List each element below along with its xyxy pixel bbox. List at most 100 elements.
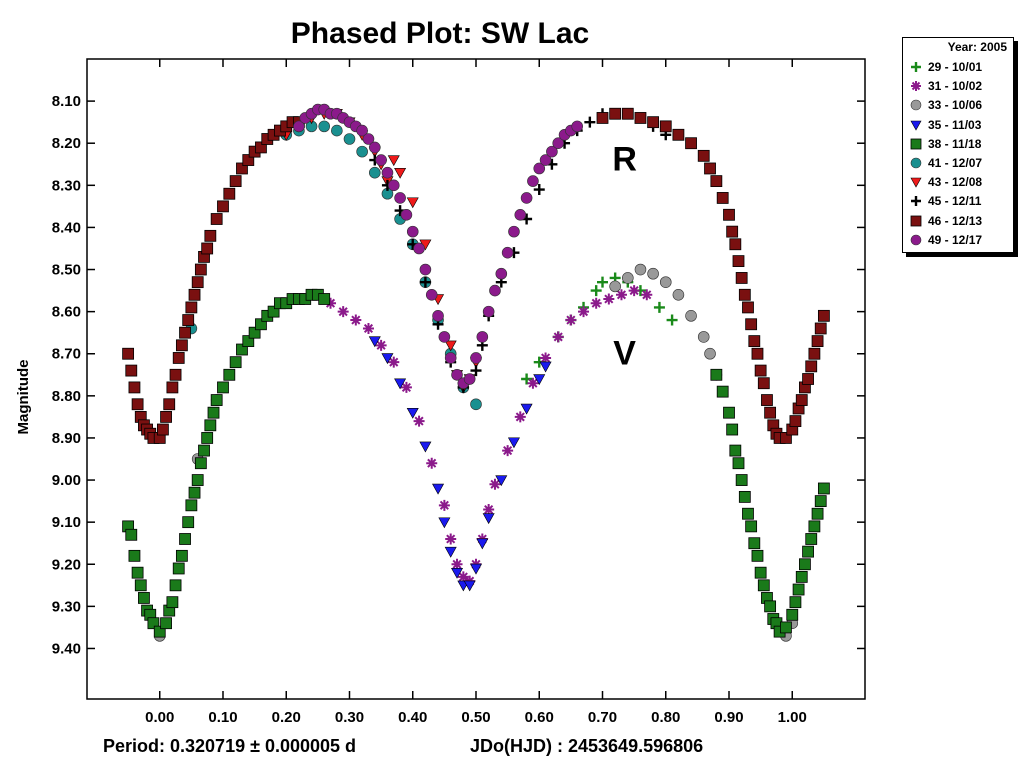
axis-ticks: 0.00 0.10 0.20 0.30 0.40 0.50 0.60 0.70 0.80 0.90… bbox=[52, 59, 865, 726]
data-point bbox=[590, 285, 602, 297]
data-point bbox=[754, 566, 767, 579]
data-point bbox=[413, 242, 425, 255]
triangle-down-marker-icon bbox=[910, 120, 922, 131]
legend-label: 45 - 12/11 bbox=[928, 194, 982, 209]
data-point bbox=[400, 381, 412, 393]
data-point bbox=[520, 403, 533, 415]
x-tick-label: 0.20 bbox=[272, 709, 301, 726]
data-point bbox=[565, 314, 577, 326]
data-point bbox=[210, 394, 223, 406]
y-tick-label: 9.40 bbox=[52, 640, 81, 657]
x-tick-label: 0.70 bbox=[588, 709, 617, 726]
data-point bbox=[482, 513, 495, 525]
x-tick-label: 0.50 bbox=[461, 709, 490, 726]
legend-label: 43 - 12/08 bbox=[928, 175, 983, 190]
data-point bbox=[789, 596, 802, 609]
data-point bbox=[609, 107, 622, 120]
data-point bbox=[381, 353, 394, 365]
period-label: Period: 0.320719 ± 0.000005 d bbox=[103, 736, 357, 756]
band-label-R: R bbox=[612, 141, 637, 179]
data-point bbox=[476, 331, 489, 343]
data-point bbox=[757, 579, 770, 592]
data-point bbox=[204, 419, 217, 432]
data-point bbox=[735, 474, 748, 486]
legend-label: 49 - 12/17 bbox=[928, 232, 983, 247]
data-point bbox=[597, 276, 609, 288]
data-point bbox=[147, 617, 160, 630]
data-point bbox=[808, 347, 821, 360]
data-point bbox=[817, 482, 830, 495]
data-point bbox=[198, 444, 210, 457]
data-point bbox=[356, 124, 368, 137]
x-tick-label: 0.30 bbox=[335, 709, 364, 726]
data-point bbox=[445, 533, 457, 545]
data-point bbox=[738, 288, 751, 301]
data-point bbox=[745, 318, 758, 331]
data-point bbox=[697, 149, 710, 162]
data-point bbox=[362, 133, 375, 145]
data-point bbox=[802, 373, 814, 385]
data-point bbox=[375, 154, 387, 166]
data-point bbox=[716, 192, 729, 204]
data-point bbox=[470, 352, 482, 364]
data-point bbox=[596, 112, 609, 124]
y-tick-label: 9.10 bbox=[52, 514, 81, 531]
data-point bbox=[476, 538, 489, 550]
data-point bbox=[590, 297, 602, 309]
data-point bbox=[131, 566, 144, 579]
data-point bbox=[169, 368, 182, 381]
y-tick-label: 9.20 bbox=[52, 556, 81, 573]
data-point bbox=[394, 192, 406, 204]
data-point bbox=[248, 326, 261, 339]
square-marker-icon bbox=[910, 215, 922, 226]
series-35-11-03 bbox=[368, 336, 552, 592]
data-point bbox=[817, 309, 830, 322]
data-point bbox=[748, 335, 761, 348]
data-point bbox=[182, 516, 195, 529]
data-point bbox=[799, 558, 811, 571]
data-point bbox=[527, 175, 539, 187]
y-tick-label: 8.70 bbox=[52, 346, 81, 363]
star-marker-icon bbox=[911, 81, 921, 92]
data-point bbox=[672, 288, 685, 301]
data-point bbox=[751, 549, 764, 562]
data-point bbox=[726, 423, 739, 436]
data-point bbox=[425, 288, 438, 301]
data-point bbox=[527, 377, 539, 389]
data-point bbox=[217, 200, 229, 213]
data-point bbox=[463, 373, 476, 385]
y-tick-label: 9.00 bbox=[52, 472, 81, 489]
legend-item: 46 - 12/13 bbox=[909, 212, 982, 230]
y-axis-label: Magnitude bbox=[15, 360, 32, 435]
data-point bbox=[463, 580, 476, 592]
data-point bbox=[495, 475, 508, 487]
data-point bbox=[507, 437, 520, 449]
data-point bbox=[122, 347, 135, 360]
y-tick-label: 8.30 bbox=[52, 177, 81, 194]
data-point bbox=[343, 133, 356, 145]
data-point bbox=[125, 528, 138, 541]
data-point bbox=[438, 499, 450, 511]
data-point bbox=[169, 579, 182, 592]
legend-title: Year: 2005 bbox=[947, 40, 1007, 54]
data-point bbox=[514, 208, 527, 221]
legend-item: 35 - 11/03 bbox=[909, 116, 981, 134]
data-point bbox=[172, 352, 185, 364]
circle-marker-icon bbox=[910, 157, 922, 169]
legend-item: 38 - 11/18 bbox=[909, 135, 981, 153]
legend-item: 31 - 10/02 bbox=[909, 77, 982, 95]
legend-item: 43 - 12/08 bbox=[909, 173, 982, 191]
data-point bbox=[685, 137, 697, 150]
data-point bbox=[780, 621, 792, 634]
data-point bbox=[533, 162, 546, 175]
data-point bbox=[489, 478, 501, 490]
data-point bbox=[483, 504, 495, 516]
data-point bbox=[175, 339, 188, 352]
data-point bbox=[634, 112, 647, 124]
data-point bbox=[325, 297, 337, 309]
data-point bbox=[419, 263, 432, 276]
data-point bbox=[757, 377, 770, 390]
data-point bbox=[795, 570, 808, 583]
data-point bbox=[552, 137, 565, 150]
data-point bbox=[426, 457, 438, 469]
